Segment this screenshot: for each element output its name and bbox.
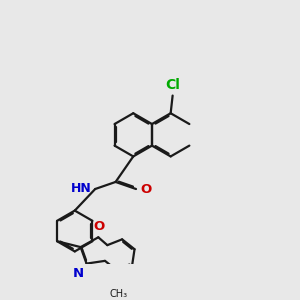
Text: O: O: [94, 220, 105, 232]
Text: HN: HN: [71, 182, 92, 195]
Text: Cl: Cl: [165, 78, 180, 92]
Text: CH₃: CH₃: [109, 289, 127, 299]
Text: N: N: [72, 267, 83, 280]
Text: O: O: [140, 182, 151, 196]
